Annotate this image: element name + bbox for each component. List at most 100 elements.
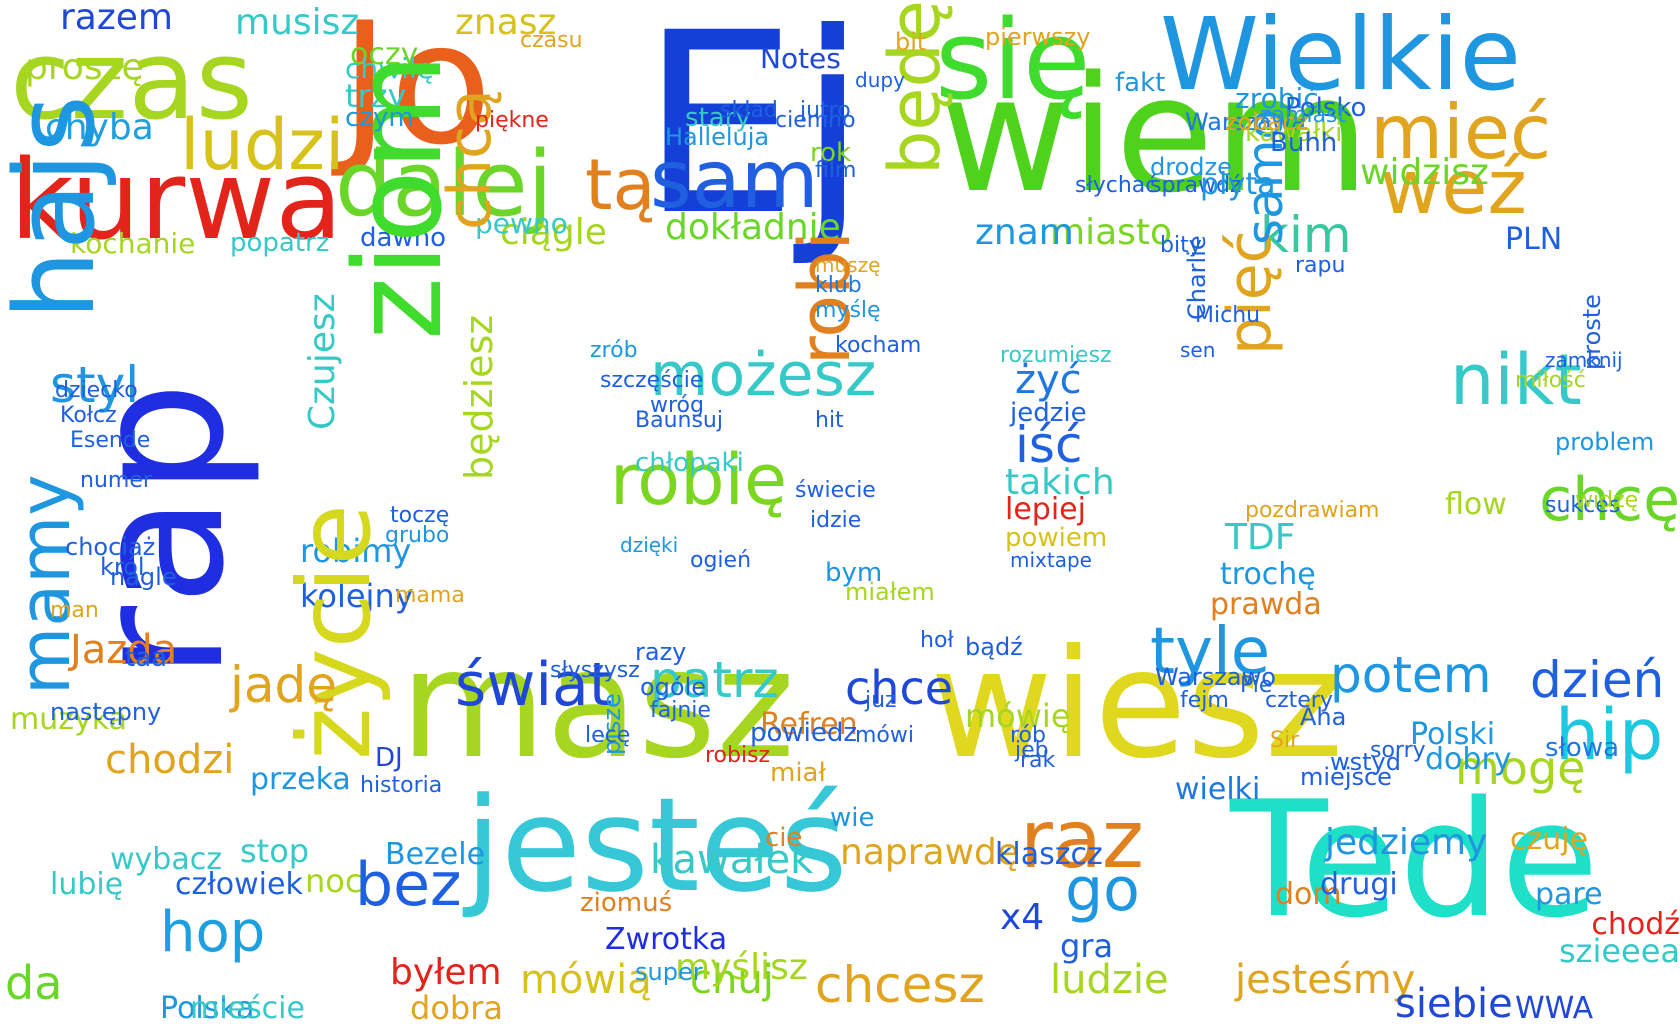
cloud-word-jo: Jo [340, 0, 493, 182]
cloud-word-rob: rób [1010, 723, 1046, 748]
cloud-word-sklad: skład [720, 98, 778, 123]
cloud-word-wybacz: wybacz [110, 842, 222, 877]
cloud-word-tdf: TDF [1225, 517, 1296, 558]
cloud-word-bylem: byłem [390, 952, 502, 993]
cloud-word-patrz: patrz [650, 651, 779, 709]
cloud-word-chwile: chwilę [345, 52, 434, 85]
cloud-word-zrobic: zrobić [1235, 82, 1319, 115]
cloud-word-drodze: drodze [1150, 153, 1232, 181]
cloud-word-wstyd: wstyd [1330, 748, 1401, 776]
cloud-word-wielkie: Wielkie [1160, 0, 1521, 113]
cloud-word-bity: bity [1160, 233, 1202, 258]
cloud-word-mowia: mówią [520, 957, 652, 1003]
cloud-word-czuje: czuję [1510, 822, 1589, 857]
cloud-word-bym: bym [825, 558, 883, 588]
cloud-word-chce: chce [845, 661, 954, 715]
cloud-word-miasto: miasto [1050, 212, 1173, 253]
cloud-word-noc: noc [305, 862, 363, 900]
cloud-word-nastepny: następny [50, 698, 162, 726]
cloud-word-ej: Ej [640, 0, 868, 270]
cloud-word-stary: stary [685, 103, 751, 133]
cloud-word-ludzie: ludzie [1050, 957, 1169, 1003]
cloud-word-bezele: Bezele [385, 837, 486, 872]
cloud-word-historia: historia [360, 773, 443, 798]
cloud-word-moge: mogę [1455, 741, 1586, 795]
cloud-word-widzisz: widzisz [1360, 152, 1489, 193]
cloud-word-oczy: oczy [350, 37, 419, 72]
cloud-word-tyle: tyle [1150, 615, 1271, 689]
cloud-word-plyta: płyta [1200, 167, 1276, 202]
cloud-word-czym: czym [345, 103, 414, 133]
cloud-word-piekne: piękne [475, 108, 549, 133]
cloud-word-lepiej: lepiej [1005, 492, 1086, 527]
cloud-word-slyszysz: słyszysz [550, 658, 640, 683]
cloud-word-mozesz: możesz [650, 340, 877, 410]
cloud-word-mama: mama [395, 583, 465, 608]
cloud-word-isc: iść [1015, 416, 1083, 474]
cloud-word-buhh: Buhh [1270, 128, 1338, 158]
cloud-word-pare: pare [1535, 877, 1603, 912]
cloud-word-tede: Tede [1230, 766, 1599, 953]
cloud-word-zyc: żyć [1015, 357, 1082, 403]
cloud-word-ciemno: ciemno [775, 108, 856, 133]
cloud-word-hop: hop [160, 900, 266, 965]
cloud-word-dzien: dzień [1530, 651, 1665, 709]
cloud-word-zamknij: zamknij [1545, 348, 1623, 372]
cloud-word-tocze: toczę [390, 503, 450, 528]
cloud-word-swiecie: świecie [795, 478, 876, 503]
cloud-word-man: man [50, 598, 99, 623]
cloud-word-muzyka: muzyka [10, 702, 127, 737]
cloud-word-badz: bądź [965, 633, 1023, 661]
cloud-word-powiem: powiem [1005, 523, 1108, 553]
cloud-word-troche: trochę [1220, 557, 1316, 592]
cloud-word-lubie: lubię [50, 867, 124, 902]
cloud-word-polsko: Polsko [1285, 93, 1367, 123]
cloud-word-robie: robię [610, 439, 788, 521]
cloud-word-rozumiesz: rozumiesz [1000, 343, 1112, 368]
cloud-word-jutro: jutro [800, 98, 851, 123]
cloud-word-czlowiek: człowiek [175, 867, 303, 902]
cloud-word-zwrotka: Zwrotka [605, 922, 728, 957]
cloud-word-nagle: nagle [110, 563, 177, 591]
cloud-word-szczescie: szczęście [600, 368, 704, 393]
cloud-word-sir: Sir [1270, 728, 1300, 753]
cloud-word-cie: cie [765, 823, 803, 853]
cloud-word-ludzi: ludzi [180, 104, 345, 186]
cloud-word-jade: jadę [230, 656, 338, 714]
cloud-word-pln: PLN [1505, 222, 1563, 257]
cloud-word-musisz: musisz [235, 2, 360, 43]
cloud-word-lece: lecę [585, 723, 631, 748]
cloud-word-ogole: ogóle [640, 673, 707, 701]
cloud-word-ciagle: ciągle [500, 212, 607, 253]
cloud-word-wiesz: wiesz [930, 618, 1344, 792]
cloud-word-wwa: WWA [1515, 991, 1594, 1024]
cloud-word-super: super [635, 958, 703, 986]
cloud-word-michu: Michu [1195, 303, 1261, 328]
cloud-word-chodz: chodź [1591, 907, 1680, 942]
cloud-word-wielki: wielki [1175, 772, 1261, 807]
cloud-word-klub: klub [815, 273, 862, 298]
cloud-word-proste: proste [1578, 294, 1606, 370]
cloud-word-razy: razy [635, 638, 687, 666]
cloud-word-problem: problem [1555, 428, 1655, 456]
cloud-word-powiedz: powiedz [750, 718, 858, 748]
cloud-word-esende: Esende [70, 428, 151, 453]
cloud-word-jestes: jesteś [465, 769, 848, 921]
cloud-word-jazda: Jazda [70, 627, 178, 673]
cloud-word-warszawa: Warszawa [1185, 108, 1306, 136]
cloud-word-pewno: pewno [475, 207, 568, 240]
cloud-word-halleluja: Halleluja [665, 123, 770, 151]
cloud-word-siebie: siebie [1395, 981, 1513, 1024]
cloud-word-wie: wie [830, 803, 875, 833]
cloud-word-widze: widzę [1575, 488, 1639, 513]
cloud-word-sukces: sukces [1545, 493, 1621, 518]
cloud-word-czujesz: Czujesz [302, 293, 343, 430]
cloud-word-dj: DJ [375, 743, 403, 773]
cloud-word-mowie: mówię [965, 697, 1071, 735]
cloud-word-dokladnie: dokładnie [665, 207, 841, 248]
cloud-word-znasz: znasz [455, 2, 557, 43]
cloud-word-piec: pięć [1215, 230, 1285, 355]
cloud-word-jedzie: jedzie [1010, 398, 1087, 428]
cloud-word-dupy: dupy [855, 68, 905, 92]
cloud-word-takich: takich [1005, 462, 1115, 503]
